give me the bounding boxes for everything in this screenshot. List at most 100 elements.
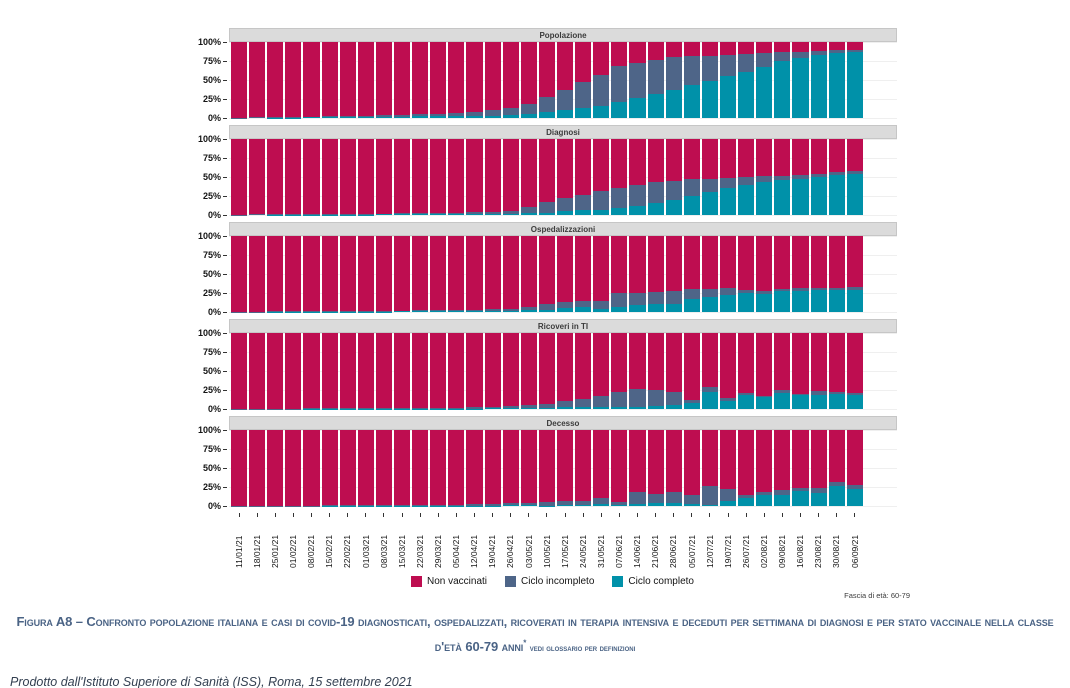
bar-segment-non_vaccinati [267, 236, 284, 312]
x-tick [521, 513, 537, 518]
bar-segment-ciclo_incompleto [538, 501, 555, 506]
stacked-bar [430, 42, 447, 118]
x-tick [412, 513, 428, 518]
bar-segment-ciclo_incompleto [412, 213, 429, 215]
bar-segment-non_vaccinati [484, 139, 501, 212]
y-tick-label: 100% [197, 37, 221, 47]
x-label: 19/07/21 [720, 518, 736, 568]
bar-segment-ciclo_incompleto [430, 504, 447, 506]
bar-segment-ciclo_incompleto [828, 288, 845, 291]
x-label: 22/03/21 [412, 518, 428, 568]
bar-segment-ciclo_incompleto [393, 213, 411, 215]
bar-segment-non_vaccinati [502, 333, 519, 407]
bar-segment-ciclo_completo [756, 396, 773, 409]
stacked-bar [810, 139, 827, 215]
x-tick [231, 513, 247, 518]
bar-segment-ciclo_completo [412, 116, 429, 118]
panel-title: Ospedalizzazioni [229, 222, 897, 236]
bar-segment-ciclo_incompleto [466, 111, 483, 116]
bar-segment-ciclo_completo [611, 504, 628, 506]
stacked-bar [357, 139, 374, 215]
bar-segment-ciclo_completo [719, 188, 737, 215]
stacked-bar [756, 430, 773, 506]
stacked-bar [665, 139, 682, 215]
x-label: 02/08/21 [756, 518, 772, 568]
y-tick-label: 100% [197, 231, 221, 241]
bar-segment-ciclo_completo [846, 489, 863, 506]
x-label-text: 22/03/21 [414, 534, 425, 568]
bar-segment-non_vaccinati [249, 42, 266, 118]
stacked-bar [719, 333, 737, 409]
x-label-text: 07/06/21 [614, 534, 625, 568]
bar-segment-ciclo_completo [556, 407, 574, 409]
stacked-bar [575, 42, 592, 118]
panel-decesso: Decesso 100% 75% 50% 25% 0% [198, 416, 897, 511]
stacked-bar [430, 333, 447, 409]
x-tick [485, 513, 501, 518]
legend-swatch [411, 576, 422, 587]
bar-segment-ciclo_incompleto [393, 407, 411, 409]
bar-segment-ciclo_completo [502, 408, 519, 409]
bar-segment-ciclo_incompleto [430, 113, 447, 117]
bar-segment-non_vaccinati [285, 430, 302, 506]
x-label: 17/05/21 [557, 518, 573, 568]
stacked-bar [231, 139, 248, 215]
legend-item: Non vaccinati [411, 576, 487, 587]
bar-segment-ciclo_completo [448, 214, 465, 215]
stacked-bar [321, 333, 338, 409]
bar-segment-ciclo_incompleto [303, 311, 320, 312]
bar-segment-ciclo_incompleto [774, 175, 791, 181]
stacked-bar [575, 139, 592, 215]
bar-segment-ciclo_completo [792, 290, 809, 312]
bar-segment-non_vaccinati [430, 430, 447, 505]
panel-ricoveri-in-ti: Ricoveri in TI 100% 75% 50% 25% 0% [198, 319, 897, 414]
y-tick-label: 100% [197, 134, 221, 144]
gridline [229, 409, 897, 410]
bar-segment-ciclo_incompleto [484, 406, 501, 409]
bar-segment-ciclo_incompleto [629, 293, 646, 306]
x-label: 30/08/21 [829, 518, 845, 568]
bar-segment-ciclo_completo [774, 393, 791, 409]
bar-segment-ciclo_incompleto [756, 176, 773, 183]
bar-segment-ciclo_completo [466, 311, 483, 312]
y-tick-label: 0% [207, 307, 221, 317]
stacked-bar [647, 236, 664, 312]
bar-segment-non_vaccinati [738, 236, 755, 291]
panel-title: Popolazione [229, 28, 897, 42]
y-tick-mark [223, 80, 227, 81]
stacked-bar [810, 430, 827, 506]
bar-segment-ciclo_completo [629, 406, 646, 409]
bar-segment-ciclo_completo [502, 310, 519, 312]
x-label: 05/07/21 [684, 518, 700, 568]
y-tick-label: 0% [207, 501, 221, 511]
bar-segment-ciclo_completo [575, 108, 592, 118]
bar-segment-non_vaccinati [393, 236, 411, 311]
panel-ospedalizzazioni: Ospedalizzazioni 100% 75% 50% 25% 0% [198, 222, 897, 317]
y-tick-label: 100% [197, 425, 221, 435]
bar-segment-ciclo_incompleto [556, 501, 574, 505]
stacked-bar [466, 42, 483, 118]
stacked-bar [593, 139, 610, 215]
bar-segment-non_vaccinati [593, 333, 610, 397]
y-tick-label: 75% [202, 444, 221, 454]
bar-segment-non_vaccinati [466, 42, 483, 112]
stacked-bar [339, 430, 356, 506]
bar-segment-ciclo_completo [774, 494, 791, 506]
bar-segment-ciclo_incompleto [810, 487, 827, 494]
bar-segment-non_vaccinati [611, 139, 628, 188]
bar-segment-non_vaccinati [629, 430, 646, 492]
bar-segment-ciclo_completo [611, 102, 628, 118]
x-tick [829, 513, 845, 518]
bar-segment-ciclo_incompleto [285, 311, 302, 312]
bar-segment-non_vaccinati [846, 333, 863, 394]
bar-segment-ciclo_incompleto [719, 288, 737, 295]
bar-segment-ciclo_completo [719, 501, 737, 506]
bar-segment-ciclo_completo [756, 67, 773, 118]
stacked-bar [339, 236, 356, 312]
bar-segment-ciclo_incompleto [339, 115, 356, 118]
bar-segment-ciclo_incompleto [466, 212, 483, 215]
bar-segment-ciclo_incompleto [430, 310, 447, 312]
y-tick-label: 25% [202, 191, 221, 201]
y-tick-mark [223, 409, 227, 410]
bar-segment-non_vaccinati [828, 236, 845, 289]
